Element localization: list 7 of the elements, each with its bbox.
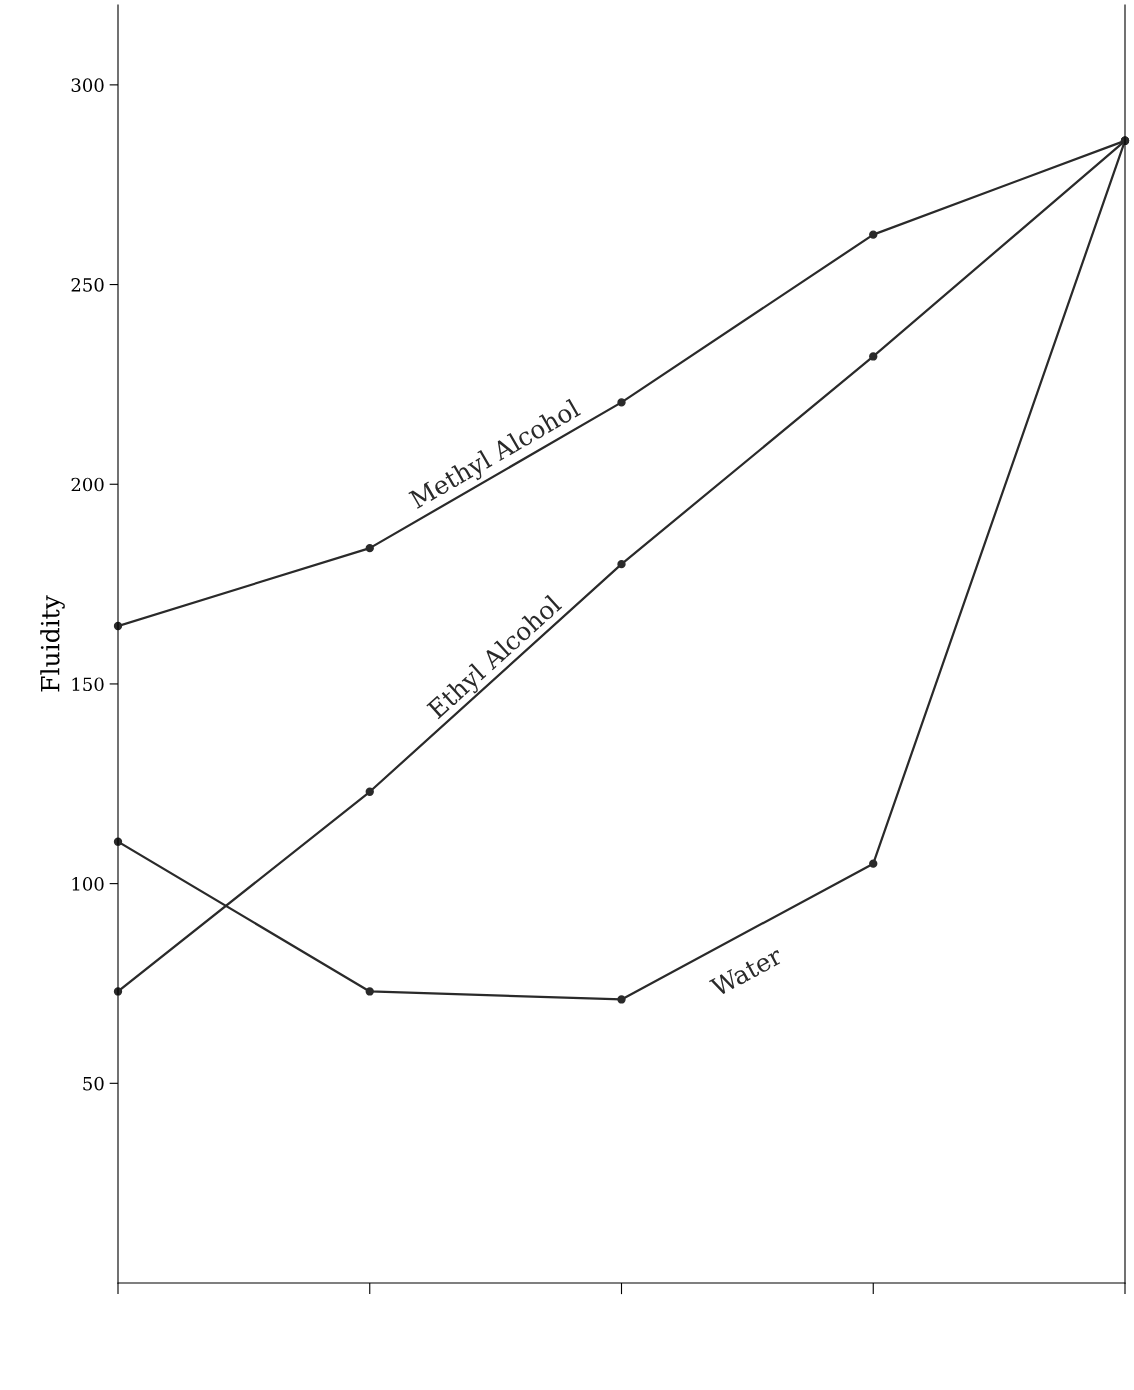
y-tick-label: 100 <box>72 877 104 891</box>
y-tick-label: 300 <box>71 78 104 92</box>
y-tick-label: 150 <box>72 677 104 692</box>
y-tick-label: 250 <box>71 278 104 292</box>
y-tick-label: 200 <box>71 477 104 492</box>
y-axis-title: Fluidity <box>40 595 65 692</box>
y-tick-label: 50 <box>83 1076 104 1091</box>
